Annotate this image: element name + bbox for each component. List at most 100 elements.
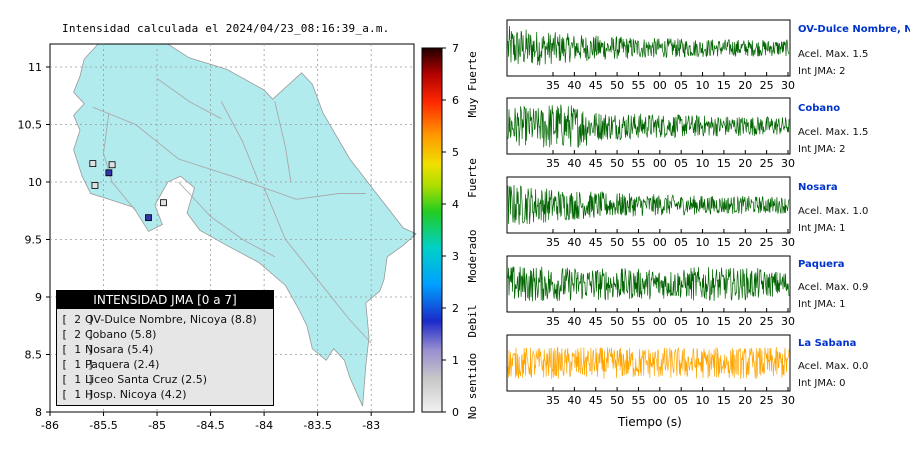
y-tick-label: 11 (28, 61, 42, 74)
waveform-x-tick-label: 55 (631, 394, 645, 407)
waveform-x-tick-label: 05 (674, 79, 688, 92)
map-frame (49, 43, 415, 413)
road-line (92, 106, 265, 189)
waveform-x-tick-label: 05 (674, 394, 688, 407)
colorbar-tick-label: 0 (452, 406, 459, 419)
waveform-x-tick-label: 55 (631, 157, 645, 170)
waveform-x-tick-label: 30 (781, 236, 795, 249)
colorbar-tick-label: 7 (452, 42, 459, 55)
y-tick-label: 9.5 (25, 234, 43, 247)
y-tick-label: 10.5 (18, 119, 43, 132)
waveform-series (507, 346, 790, 379)
waveform-x-tick-label: 45 (589, 315, 603, 328)
road-line (178, 181, 276, 258)
waveform-x-tick-label: 00 (653, 315, 667, 328)
legend-item-level: [ 1 ] (61, 373, 95, 386)
waveform-x-tick-label: 50 (610, 79, 624, 92)
waveform-x-tick-label: 20 (738, 315, 752, 328)
legend-item-level: [ 1 ] (61, 343, 95, 356)
waveform-series (507, 25, 790, 66)
waveform-x-tick-label: 15 (717, 394, 731, 407)
waveform-x-tick-label: 20 (738, 236, 752, 249)
land-area (73, 43, 417, 407)
waveform-x-tick-label: 10 (696, 236, 710, 249)
waveform-x-tick-label: 00 (653, 236, 667, 249)
station-name: Cobano (798, 103, 841, 114)
legend-item: [ 2 ]OV-Dulce Nombre, Nicoya (8.8) (61, 313, 257, 326)
station-int-jma: Int JMA: 1 (798, 223, 846, 234)
waveform-x-tick-label: 40 (567, 236, 581, 249)
legend-item: [ 1 ]Liceo Santa Cruz (2.5) (61, 373, 207, 386)
waveform-x-tick-label: 40 (567, 79, 581, 92)
colorbar-category-label: Fuerte (466, 158, 479, 198)
colorbar-category-label: Muy Fuerte (466, 51, 479, 117)
waveform-x-tick-label: 10 (696, 315, 710, 328)
waveform-x-tick-label: 10 (696, 394, 710, 407)
waveform-series (507, 104, 790, 148)
legend-item: [ 1 ]Hosp. Nicoya (4.2) (61, 388, 187, 401)
station-acel-max: Acel. Max. 0.0 (798, 361, 869, 372)
intensity-colorbar: 0 1 2 3 4 5 6 7 No sentido Debil Moderado Fuerte Muy… (421, 42, 479, 419)
legend-item: [ 1 ]Paquera (2.4) (61, 358, 159, 371)
road-line (274, 101, 292, 183)
waveform-x-tick-label: 20 (738, 79, 752, 92)
road-line (263, 187, 366, 200)
legend-item-label: Paquera (2.4) (85, 358, 160, 371)
colorbar-tick-label: 1 (452, 354, 459, 367)
colorbar-tick-label: 4 (452, 198, 459, 211)
waveform-x-tick-label: 15 (717, 315, 731, 328)
waveform-x-tick-label: 55 (631, 236, 645, 249)
waveform-x-tick-label: 10 (696, 79, 710, 92)
y-tick-label: 9 (35, 291, 42, 304)
station-marker (89, 160, 97, 168)
waveform-x-tick-label: 45 (589, 79, 603, 92)
road-line (156, 78, 222, 120)
legend-item-level: [ 2 ] (61, 313, 95, 326)
station-int-jma: Int JMA: 2 (798, 144, 846, 155)
waveform-x-tick-label: 05 (674, 315, 688, 328)
station-marker (160, 199, 167, 207)
waveform-x-tick-label: 15 (717, 157, 731, 170)
waveform-x-tick-label: 40 (567, 315, 581, 328)
x-tick-label: -86 (41, 419, 59, 432)
legend-item-level: [ 1 ] (61, 358, 95, 371)
waveform-x-tick-label: 50 (610, 236, 624, 249)
x-tick-label: -84 (255, 419, 273, 432)
station-acel-max: Acel. Max. 0.9 (798, 282, 869, 293)
waveform-x-tick-label: 45 (589, 236, 603, 249)
station-int-jma: Int JMA: 0 (798, 378, 846, 389)
waveform-x-tick-label: 50 (610, 315, 624, 328)
legend-item-level: [ 1 ] (61, 388, 95, 401)
waveform-x-tick-label: 20 (738, 157, 752, 170)
x-tick-label: -83.5 (303, 419, 331, 432)
station-acel-max: Acel. Max. 1.5 (798, 127, 869, 138)
colorbar-category-label: Moderado (466, 230, 479, 283)
x-tick-label: -85.5 (89, 419, 117, 432)
station-marker (108, 161, 116, 169)
colorbar-tick-label: 5 (452, 146, 459, 159)
waveform-panels: 35 40 45 50 55 00 05 10 15 20 25 30 35 40 45 50 55 00 05 10… (506, 19, 795, 407)
waveform-x-tick-label: 35 (546, 236, 560, 249)
legend-item: [ 1 ]Nosara (5.4) (61, 343, 153, 356)
waveform-x-tick-label: 35 (546, 79, 560, 92)
waveform-x-tick-label: 30 (781, 315, 795, 328)
colorbar-tick-label: 6 (452, 94, 459, 107)
waveform-x-tick-label: 25 (760, 236, 774, 249)
x-tick-label: -84.5 (196, 419, 224, 432)
legend-item-label: Cobano (5.8) (85, 328, 157, 341)
y-tick-label: 8 (35, 406, 42, 419)
waveform-x-tick-label: 40 (567, 157, 581, 170)
waveform-x-tick-label: 25 (760, 394, 774, 407)
legend-title: INTENSIDAD JMA [0 a 7] (57, 291, 273, 309)
station-int-jma: Int JMA: 1 (798, 299, 846, 310)
legend-item: [ 2 ]Cobano (5.8) (61, 328, 156, 341)
waveform-x-tick-label: 55 (631, 79, 645, 92)
x-tick-label: -83 (362, 419, 380, 432)
station-name: Paquera (798, 259, 845, 270)
x-axis-title: Tiempo (s) (618, 415, 682, 429)
x-tick-label: -85 (148, 419, 166, 432)
station-marker (91, 182, 99, 189)
waveform-x-tick-label: 15 (717, 236, 731, 249)
waveform-x-tick-label: 25 (760, 315, 774, 328)
